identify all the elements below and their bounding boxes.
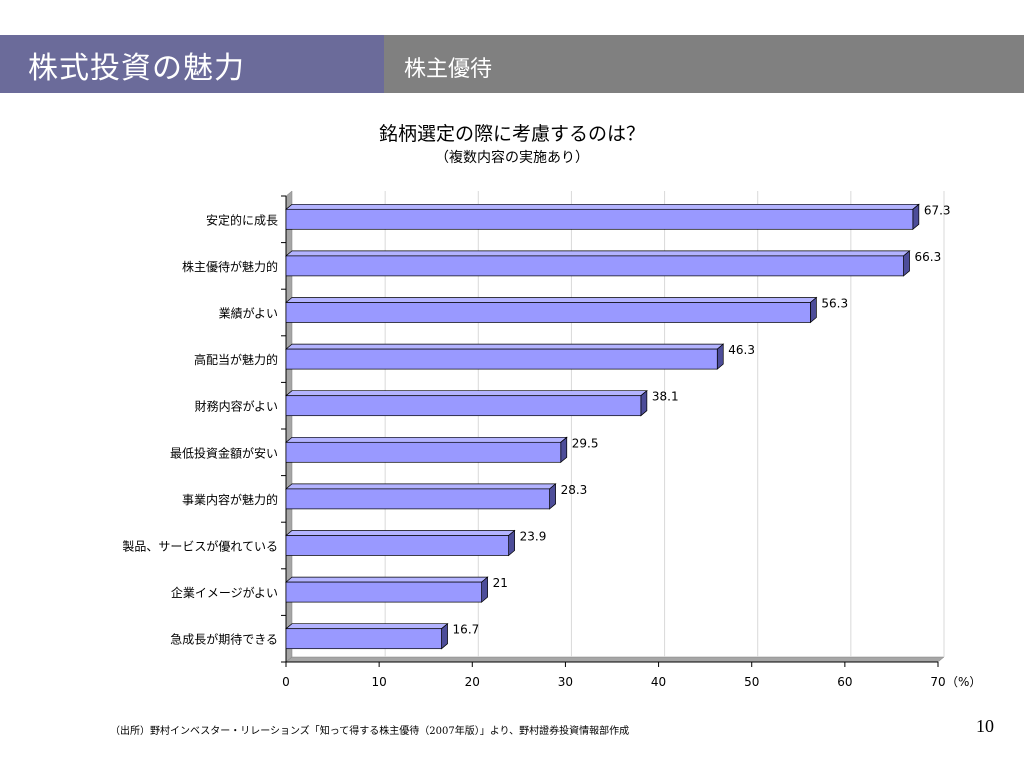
- header-title-bar: 株式投資の魅力: [0, 35, 384, 93]
- data-label: 16.7: [453, 623, 480, 637]
- data-label: 38.1: [652, 390, 679, 404]
- bar-top-face: [285, 343, 725, 350]
- bar: [285, 255, 904, 277]
- category-label: 企業イメージがよい: [171, 585, 278, 600]
- data-label: 67.3: [924, 203, 951, 217]
- data-label: 66.3: [915, 250, 942, 264]
- bar-top-face: [285, 623, 449, 630]
- x-tick-label: 0: [282, 675, 290, 689]
- category-label: 業績がよい: [219, 306, 278, 321]
- page-number: 10: [976, 716, 994, 736]
- bar-top-face: [285, 530, 516, 536]
- bar-top-face: [285, 203, 920, 210]
- chart-floor: [285, 656, 945, 663]
- data-label: 46.3: [728, 343, 755, 357]
- data-label: 56.3: [821, 297, 848, 311]
- bar: [285, 441, 562, 463]
- data-label: 29.5: [572, 436, 599, 450]
- category-label: 事業内容が魅力的: [182, 492, 278, 507]
- bar-top-face: [285, 390, 648, 397]
- category-label: 最低投資金額が安い: [170, 445, 278, 460]
- data-label: 21: [493, 576, 508, 590]
- bar: [285, 208, 914, 230]
- x-tick-label: 20: [465, 675, 480, 689]
- page-subtitle: 株主優待: [404, 57, 493, 82]
- header-subtitle-bar: 株主優待: [384, 35, 1024, 93]
- bar: [285, 628, 442, 650]
- bar-top-face: [285, 436, 568, 443]
- bar: [285, 348, 718, 370]
- bar: [285, 535, 509, 556]
- x-axis-unit: （%）: [946, 675, 981, 689]
- bar: [285, 581, 482, 603]
- bar-top-face: [285, 483, 557, 490]
- page-title: 株式投資の魅力: [28, 51, 245, 86]
- x-tick-label: 30: [558, 675, 573, 689]
- bar-top-face: [285, 297, 818, 303]
- bar-top-face: [285, 576, 489, 583]
- chart-title: 銘柄選定の際に考慮するのは？: [379, 123, 645, 145]
- category-label: 株主優待が魅力的: [182, 259, 278, 274]
- data-label: 28.3: [561, 483, 588, 497]
- x-tick-label: 60: [837, 675, 852, 689]
- source-note: （出所）野村インベスター・リレーションズ「知って得する株主優待（2007年版）」…: [110, 726, 630, 737]
- category-label: 急成長が期待できる: [170, 632, 278, 647]
- bar: [285, 302, 811, 323]
- bar-top-face: [285, 250, 911, 257]
- chart-subtitle: （複数内容の実施あり）: [435, 149, 589, 166]
- data-label: 23.9: [520, 530, 547, 544]
- category-label: 高配当が魅力的: [194, 352, 278, 367]
- category-label: 財務内容がよい: [195, 399, 278, 414]
- category-label: 安定的に成長: [206, 212, 278, 227]
- x-tick-label: 50: [744, 675, 759, 689]
- x-tick-label: 10: [372, 675, 387, 689]
- category-label: 製品、サービスが優れている: [122, 539, 278, 554]
- bar: [285, 488, 550, 510]
- x-tick-label: 40: [651, 675, 666, 689]
- x-tick-label: 70: [930, 675, 945, 689]
- bar: [285, 395, 642, 417]
